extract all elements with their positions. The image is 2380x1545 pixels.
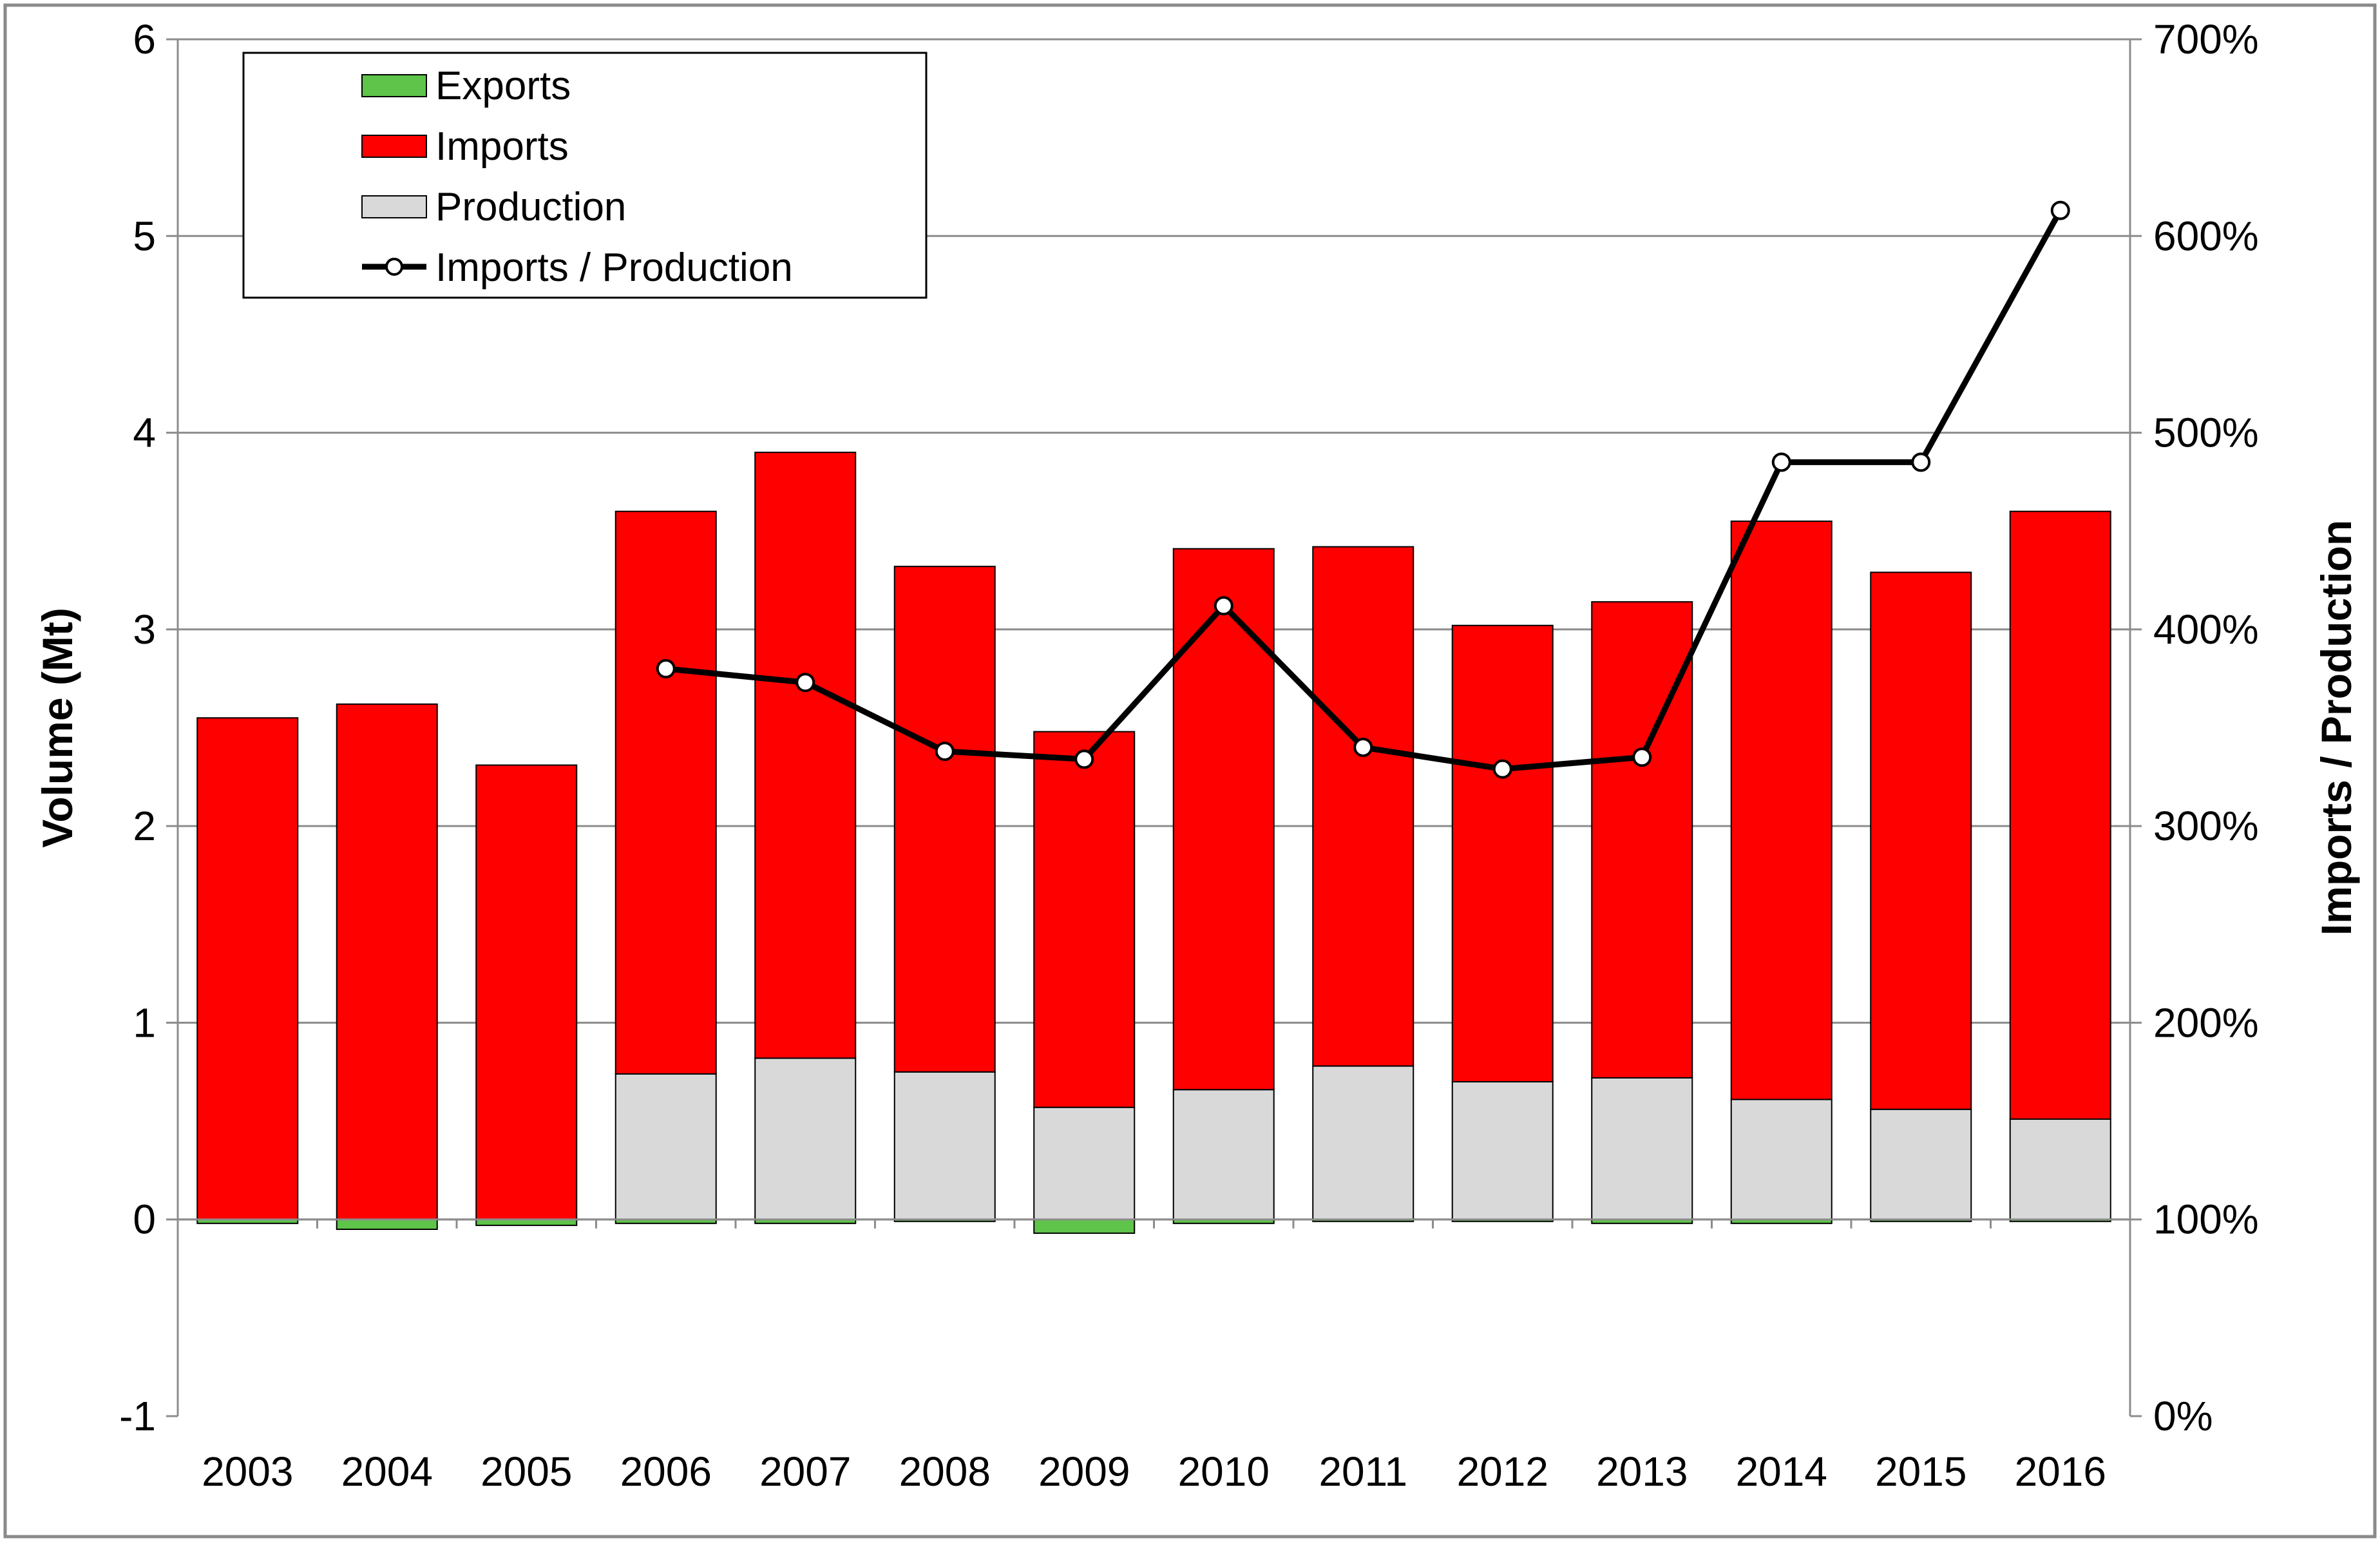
ratio-point-2008 — [935, 742, 955, 762]
legend-swatch-exports — [361, 74, 427, 97]
bar-imports-2006 — [614, 510, 717, 1075]
ratio-point-2013 — [1632, 747, 1652, 767]
x-tick-label: 2007 — [759, 1448, 851, 1495]
ratio-line — [656, 200, 2070, 779]
bar-production-2011 — [1312, 1065, 1414, 1220]
y2-tick-label: 600% — [2153, 213, 2259, 259]
x-tick-label: 2014 — [1736, 1448, 1827, 1495]
bar-production-2009 — [1033, 1106, 1136, 1220]
y2-tick-label: 700% — [2153, 16, 2259, 62]
legend-label: Production — [435, 185, 626, 229]
bar-imports-2003 — [196, 717, 299, 1220]
axes — [166, 38, 2142, 1417]
ratio-point-2006 — [656, 658, 676, 678]
x-tick-label: 2013 — [1596, 1448, 1688, 1495]
x-tick-label: 2011 — [1319, 1448, 1407, 1495]
x-tick-label: 2009 — [1038, 1448, 1130, 1495]
x-tick-label: 2008 — [899, 1448, 991, 1495]
legend-label: Imports — [435, 124, 569, 169]
x-tick-label: 2015 — [1875, 1448, 1966, 1495]
axis-labels: -1 0 1 2 3 4 5 6 0% 100% 200% 300% 400% 500% 600% 700% 2… — [33, 16, 2360, 1495]
y-tick-label: 4 — [133, 410, 156, 456]
y-tick-label: -1 — [119, 1393, 156, 1439]
y2-axis-title: Imports / Production — [2312, 520, 2360, 936]
bar-imports-2004 — [336, 703, 438, 1220]
y-tick-label: 6 — [133, 16, 156, 62]
y-tick-label: 3 — [133, 606, 156, 653]
bar-production-2008 — [893, 1071, 996, 1220]
bar-production-2013 — [1591, 1077, 1693, 1220]
ratio-point-2015 — [1911, 452, 1931, 472]
ratio-point-2007 — [795, 673, 815, 693]
bar-imports-2009 — [1033, 731, 1136, 1108]
legend-label: Imports / Production — [435, 245, 793, 290]
bar-imports-2011 — [1312, 546, 1414, 1067]
y-tick-label: 2 — [133, 803, 156, 849]
y2-tick-label: 300% — [2153, 803, 2259, 849]
bar-production-2016 — [2009, 1118, 2111, 1220]
bar-imports-2015 — [1870, 571, 1972, 1110]
ratio-point-2012 — [1492, 759, 1512, 779]
bar-imports-2014 — [1730, 520, 1833, 1100]
ratio-point-2014 — [1771, 452, 1791, 472]
x-tick-label: 2012 — [1457, 1448, 1548, 1495]
bar-imports-2016 — [2009, 510, 2111, 1120]
bar-exports-2004 — [336, 1218, 438, 1230]
y-tick-label: 0 — [133, 1196, 156, 1243]
y-tick-label: 1 — [133, 999, 156, 1046]
x-tick-label: 2004 — [341, 1448, 433, 1495]
y-tick-label: 5 — [133, 213, 156, 259]
x-tick-label: 2003 — [202, 1448, 293, 1495]
ratio-point-2010 — [1214, 596, 1233, 616]
bar-imports-2010 — [1172, 548, 1275, 1091]
bars — [196, 452, 2111, 1234]
bar-production-2010 — [1172, 1089, 1275, 1220]
x-tick-label: 2005 — [481, 1448, 572, 1495]
y2-tick-label: 400% — [2153, 606, 2259, 653]
y2-tick-label: 0% — [2153, 1393, 2213, 1439]
bar-production-2015 — [1870, 1108, 1972, 1220]
x-tick-label: 2016 — [2015, 1448, 2106, 1495]
bar-production-2006 — [614, 1073, 717, 1220]
y-axis-title: Volume (Mt) — [33, 608, 81, 848]
bar-imports-2013 — [1591, 601, 1693, 1079]
y2-tick-label: 200% — [2153, 999, 2259, 1046]
bar-production-2012 — [1451, 1081, 1554, 1220]
y2-tick-label: 500% — [2153, 410, 2259, 456]
bar-imports-2012 — [1451, 624, 1554, 1083]
bar-production-2014 — [1730, 1099, 1833, 1220]
x-tick-label: 2010 — [1178, 1448, 1270, 1495]
bar-production-2007 — [754, 1057, 857, 1220]
ratio-point-2009 — [1074, 749, 1094, 769]
legend-box — [242, 52, 928, 299]
legend-swatch-imports — [361, 135, 427, 158]
legend-label: Exports — [435, 64, 571, 108]
bar-imports-2007 — [754, 452, 857, 1059]
legend: Exports Imports Production Imports / Produc… — [242, 52, 928, 299]
bar-imports-2005 — [475, 764, 578, 1220]
legend-marker — [385, 258, 403, 276]
y2-tick-label: 100% — [2153, 1196, 2259, 1243]
ratio-point-2016 — [2050, 200, 2070, 220]
x-tick-label: 2006 — [620, 1448, 712, 1495]
ratio-point-2011 — [1353, 738, 1373, 758]
legend-swatch-production — [361, 195, 427, 218]
bar-exports-2009 — [1033, 1218, 1136, 1234]
bar-imports-2008 — [893, 566, 996, 1073]
